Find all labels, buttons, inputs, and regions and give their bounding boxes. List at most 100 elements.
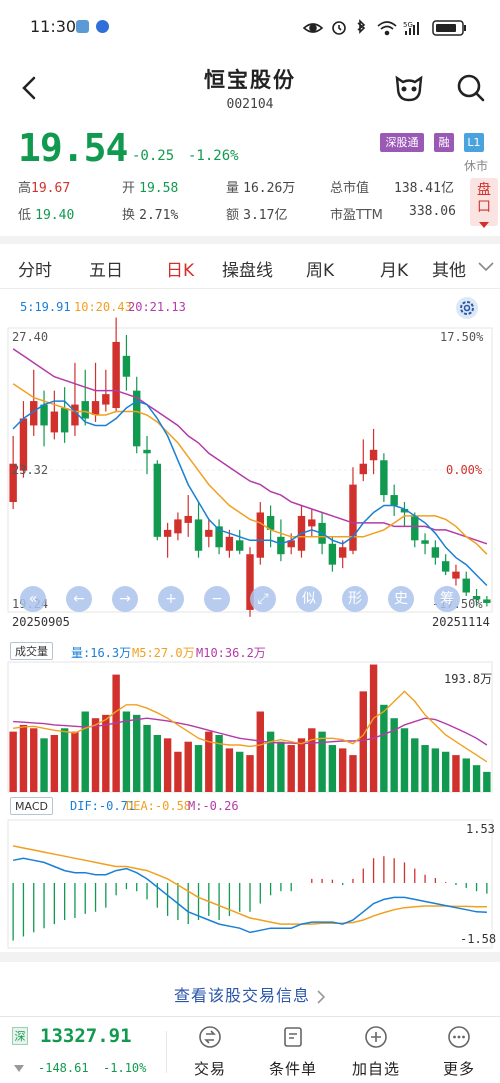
candle-body bbox=[338, 547, 347, 558]
tabs-divider bbox=[0, 288, 500, 289]
settings-gear-icon[interactable] bbox=[455, 296, 479, 320]
candle-body bbox=[235, 540, 244, 551]
macd-tag[interactable]: MACD bbox=[10, 797, 53, 815]
chart-tool-1[interactable]: ← bbox=[66, 586, 92, 612]
pankou-button[interactable]: 盘 口 bbox=[470, 178, 498, 228]
chart-tool-2[interactable]: → bbox=[112, 586, 138, 612]
volume-bar bbox=[400, 728, 409, 792]
chart-tool-6[interactable]: 似 bbox=[296, 586, 322, 612]
volume-bar bbox=[308, 728, 316, 792]
app-notification-icon-2 bbox=[96, 20, 109, 33]
index-value[interactable]: 13327.91 bbox=[40, 1025, 132, 1047]
candle-body bbox=[60, 408, 69, 433]
owl-icon[interactable] bbox=[393, 72, 425, 104]
chart-tool-9[interactable]: 筹 bbox=[434, 586, 460, 612]
chart-tool-4[interactable]: − bbox=[204, 586, 230, 612]
volume-bar bbox=[9, 731, 17, 792]
candle-body bbox=[359, 463, 367, 475]
stat-pe-value: 338.06 bbox=[409, 204, 456, 219]
candle-body bbox=[421, 540, 429, 544]
macd-dif: DIF:-0.71 bbox=[70, 799, 136, 813]
stat-mktcap-value: 138.41亿 bbox=[394, 181, 454, 196]
condition-order-button[interactable]: 条件单 bbox=[253, 1021, 333, 1081]
back-arrow-icon[interactable] bbox=[16, 70, 46, 106]
candle-body bbox=[184, 515, 192, 523]
section-divider bbox=[0, 236, 500, 244]
volume-bar bbox=[411, 738, 419, 792]
macd-top-label: 1.53 bbox=[466, 822, 495, 836]
bb-separator bbox=[166, 1031, 167, 1073]
tab-intraday[interactable]: 分时 bbox=[18, 261, 52, 281]
chevron-right-icon bbox=[317, 989, 326, 1004]
volume-bar bbox=[421, 745, 429, 792]
volume-bar bbox=[369, 664, 378, 792]
trade-info-link[interactable]: 查看该股交易信息 bbox=[0, 982, 500, 1006]
volume-value: 量:16.3万 bbox=[71, 646, 132, 660]
candle-body bbox=[441, 561, 450, 572]
macd-bottom-label: -1.58 bbox=[460, 932, 497, 946]
candle-body bbox=[462, 578, 470, 593]
tab-trading-line[interactable]: 操盘线 bbox=[222, 261, 273, 281]
candle-body bbox=[431, 547, 440, 558]
tag-hk-connect[interactable]: 深股通 bbox=[380, 133, 424, 152]
candle-body bbox=[153, 463, 162, 537]
tag-level1[interactable]: L1 bbox=[464, 133, 484, 152]
current-price: 19.54 bbox=[18, 126, 128, 170]
caret-down-icon-index[interactable] bbox=[14, 1065, 24, 1072]
tab-monthly-k[interactable]: 月K bbox=[380, 261, 409, 281]
tab-weekly-k[interactable]: 周K bbox=[306, 261, 335, 281]
volume-tag[interactable]: 成交量 bbox=[10, 642, 53, 660]
chevron-down-icon[interactable] bbox=[478, 262, 494, 272]
stat-pe: 市盈TTM bbox=[330, 208, 383, 223]
axis-end-date: 20251114 bbox=[432, 615, 490, 629]
volume-bar bbox=[153, 734, 162, 792]
index-tag: 深 bbox=[12, 1027, 28, 1045]
search-icon[interactable] bbox=[455, 72, 487, 104]
signal-5g-icon: 5G bbox=[403, 21, 419, 35]
chart-tool-8[interactable]: 史 bbox=[388, 586, 414, 612]
candle-body bbox=[266, 515, 275, 530]
kline-chart[interactable] bbox=[0, 0, 500, 960]
status-bar: 11:30 5G bbox=[0, 0, 500, 56]
price-change-pct: -1.26% bbox=[188, 148, 239, 164]
tag-margin[interactable]: 融 bbox=[434, 133, 454, 152]
candle-body bbox=[390, 495, 398, 506]
add-watchlist-button[interactable]: 加自选 bbox=[336, 1021, 416, 1081]
chart-tool-5[interactable]: ⤢ bbox=[250, 586, 276, 612]
volume-bar bbox=[91, 718, 100, 792]
more-button[interactable]: 更多 bbox=[419, 1021, 499, 1081]
stat-mktcap: 总市值 bbox=[330, 181, 370, 196]
bluetooth-icon bbox=[357, 19, 366, 34]
macd-dif-line bbox=[12, 857, 487, 934]
volume-bar bbox=[71, 731, 79, 792]
bottom-bar: 深 13327.91 -148.61 -1.10% 交易 条件单 加自选 更多 bbox=[0, 1016, 500, 1083]
volume-bar bbox=[40, 738, 48, 792]
candle-body bbox=[112, 341, 120, 409]
ma5-line bbox=[12, 400, 488, 587]
wifi-icon bbox=[377, 21, 397, 36]
chart-tool-3[interactable]: + bbox=[158, 586, 184, 612]
volume-bar bbox=[318, 731, 326, 792]
volume-bar bbox=[452, 755, 460, 792]
volume-bar bbox=[256, 711, 265, 792]
volume-bar bbox=[102, 714, 110, 792]
volume-bar bbox=[81, 711, 89, 792]
tab-daily-k[interactable]: 日K bbox=[166, 261, 195, 281]
candle-body bbox=[472, 595, 481, 600]
volume-bar bbox=[287, 745, 295, 792]
volume-bar bbox=[359, 691, 367, 792]
chart-tool-0[interactable]: « bbox=[20, 586, 46, 612]
ma10-line bbox=[12, 383, 488, 555]
volume-bar bbox=[143, 724, 151, 792]
trade-button[interactable]: 交易 bbox=[170, 1021, 250, 1081]
alarm-icon bbox=[332, 21, 346, 35]
volume-bar bbox=[380, 704, 388, 792]
volume-bar bbox=[349, 755, 357, 792]
chart-tool-7[interactable]: 形 bbox=[342, 586, 368, 612]
tab-other[interactable]: 其他 bbox=[432, 261, 466, 281]
candle-body bbox=[143, 449, 151, 454]
price-change: -0.25 bbox=[132, 148, 175, 164]
candle-body bbox=[452, 571, 460, 579]
tab-five-day[interactable]: 五日 bbox=[89, 261, 123, 281]
volume-bar bbox=[163, 738, 172, 792]
